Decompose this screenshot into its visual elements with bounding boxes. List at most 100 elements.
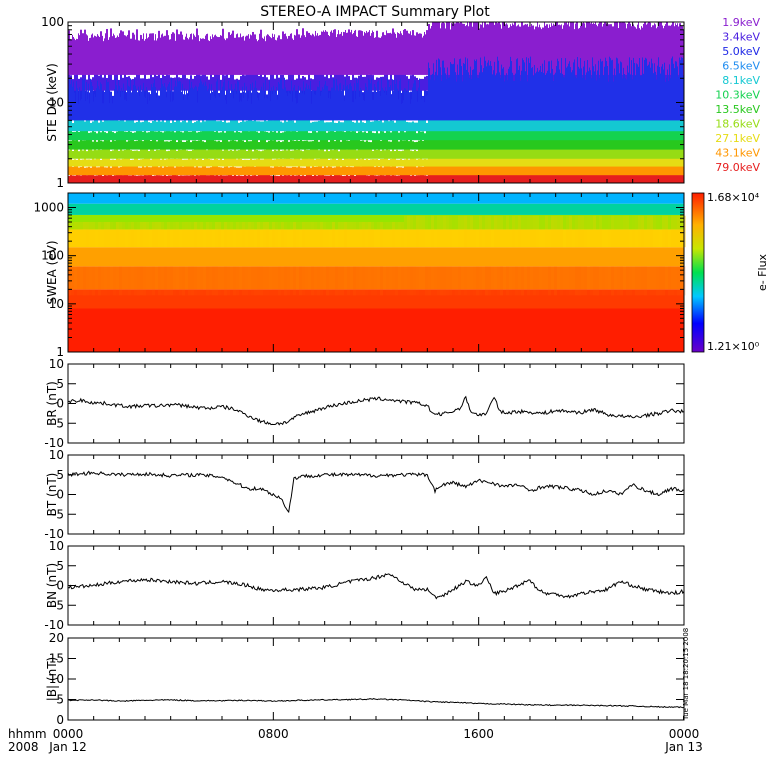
band-bar: [128, 119, 130, 132]
heatmap-band: [68, 193, 684, 204]
band-bar: [422, 37, 423, 58]
band-bar: [134, 158, 136, 167]
band-bar: [636, 63, 637, 121]
band-bar: [445, 28, 446, 54]
band-bar: [458, 173, 460, 183]
band-bar: [244, 142, 246, 150]
band-bar: [442, 127, 444, 141]
band-bar: [251, 103, 252, 121]
heatmap-col: [419, 266, 422, 296]
band-bar: [181, 92, 182, 121]
band-bar: [244, 121, 246, 132]
band-bar: [90, 122, 92, 132]
band-bar: [586, 126, 588, 141]
band-bar: [574, 59, 575, 121]
band-bar: [108, 174, 110, 183]
heatmap-col: [389, 266, 392, 296]
band-bar: [72, 123, 74, 132]
band-bar: [298, 73, 300, 91]
band-bar: [666, 118, 668, 132]
band-bar: [386, 118, 388, 132]
band-bar: [575, 76, 576, 121]
band-bar: [162, 175, 164, 183]
band-bar: [258, 76, 260, 91]
band-bar: [376, 30, 377, 60]
band-bar: [452, 39, 454, 75]
band-bar: [237, 80, 238, 121]
band-bar: [680, 118, 682, 132]
band-bar: [610, 145, 612, 159]
band-bar: [452, 164, 454, 176]
band-bar: [657, 26, 658, 53]
band-bar: [586, 157, 588, 167]
band-bar: [120, 139, 122, 150]
band-bar: [626, 129, 628, 141]
band-bar: [330, 98, 331, 121]
band-bar: [404, 159, 406, 167]
band-bar: [78, 167, 80, 176]
band-bar: [404, 72, 406, 91]
band-bar: [454, 163, 456, 176]
band-bar: [292, 44, 294, 75]
band-bar: [298, 147, 300, 159]
band-bar: [636, 41, 638, 75]
band-bar: [458, 128, 460, 141]
band-bar: [486, 136, 488, 150]
band-bar: [492, 22, 493, 50]
band-bar: [342, 89, 343, 121]
band-bar: [642, 163, 644, 176]
band-bar: [144, 167, 146, 176]
band-bar: [472, 163, 474, 176]
band-bar: [348, 166, 350, 176]
band-bar: [146, 87, 147, 121]
band-bar: [106, 158, 108, 167]
band-bar: [468, 26, 469, 55]
heatmap-col: [239, 266, 242, 296]
band-bar: [373, 99, 374, 121]
band-bar: [581, 68, 582, 121]
band-bar: [334, 167, 336, 176]
band-bar: [360, 72, 362, 91]
band-bar: [98, 86, 99, 121]
band-bar: [82, 78, 83, 121]
band-bar: [350, 149, 352, 159]
band-bar: [452, 147, 454, 159]
band-bar: [357, 82, 358, 121]
band-bar: [590, 130, 592, 141]
band-bar: [271, 87, 272, 121]
band-bar: [87, 99, 88, 121]
band-bar: [642, 147, 644, 159]
band-bar: [289, 93, 290, 121]
band-bar: [525, 24, 526, 49]
band-bar: [442, 139, 444, 150]
band-bar: [102, 157, 104, 167]
band-bar: [440, 28, 441, 55]
band-bar: [416, 159, 418, 167]
band-bar: [494, 61, 495, 121]
band-bar: [408, 141, 410, 150]
band-bar: [356, 165, 358, 176]
heatmap-columns: [68, 193, 686, 352]
band-bar: [210, 167, 212, 176]
band-bar: [642, 157, 644, 167]
band-bar: [584, 172, 586, 183]
band-bar: [502, 163, 504, 176]
heatmap-col: [401, 221, 404, 248]
band-bar: [126, 100, 127, 121]
band-bar: [200, 139, 202, 150]
band-bar: [430, 28, 431, 47]
band-bar: [468, 157, 470, 167]
band-bar: [672, 155, 674, 167]
band-bar: [86, 119, 88, 132]
band-bar: [512, 155, 514, 167]
band-bar: [206, 129, 208, 141]
band-bar: [586, 172, 588, 183]
band-bar: [536, 116, 538, 132]
band-bar: [553, 81, 554, 121]
band-bar: [133, 35, 134, 65]
band-bar: [312, 90, 313, 121]
band-bar: [388, 141, 390, 150]
band-bar: [674, 38, 676, 75]
band-bar: [612, 115, 614, 132]
